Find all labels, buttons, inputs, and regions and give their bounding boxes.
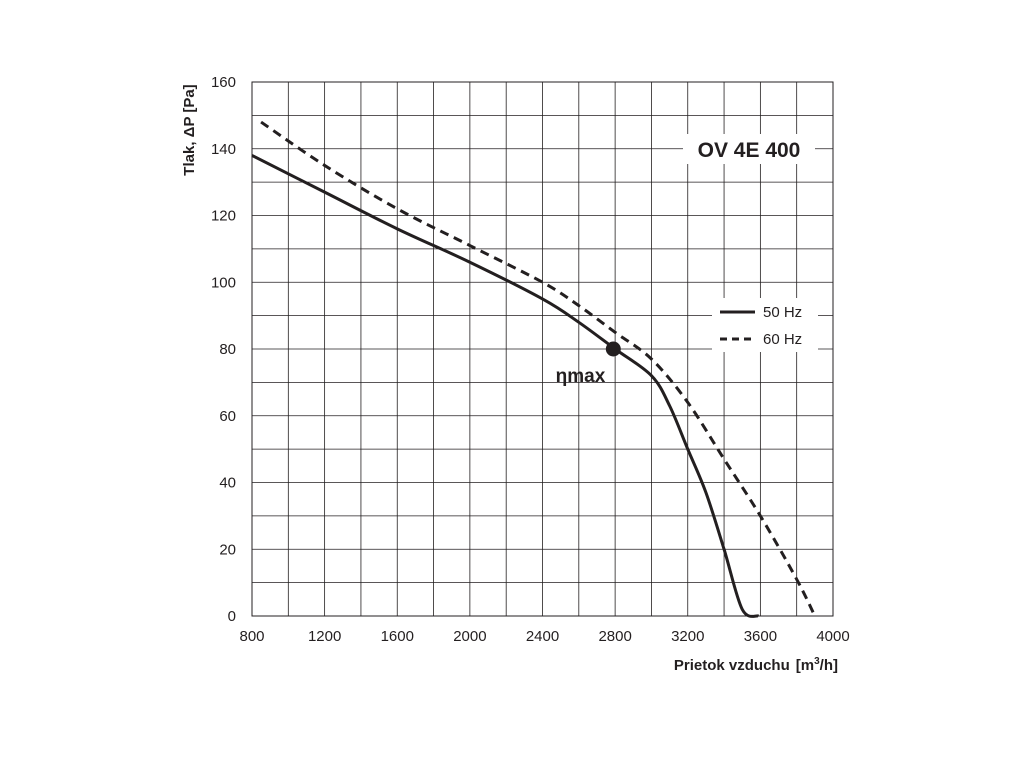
y-tick-label: 80 [219,341,236,358]
y-tick-label: 140 [211,141,236,158]
x-axis-title: Prietok vzduchu [m3/h] [674,656,838,674]
eta-max-point [605,341,621,357]
chart-title: OV 4E 400 [698,139,801,162]
title-background [683,134,815,164]
series-lines [251,120,817,618]
y-tick-label: 40 [219,475,236,492]
legend: 50 Hz 60 Hz [720,304,802,348]
legend-label: 60 Hz [763,331,802,348]
x-tick-label: 1200 [308,628,341,645]
x-tick-label: 800 [239,628,264,645]
x-tick-label: 3200 [671,628,704,645]
x-tick-label: 2800 [598,628,631,645]
x-tick-label: 4000 [816,628,849,645]
y-tick-label: 120 [211,208,236,225]
x-tick-label: 2400 [526,628,559,645]
y-tick-label: 60 [219,408,236,425]
x-tick-label: 1600 [381,628,414,645]
y-tick-label: 0 [228,608,236,625]
legend-label: 50 Hz [763,304,802,321]
y-axis-ticks: 0 20 40 60 80 100 120 140 160 [211,74,236,625]
x-tick-label: 3600 [744,628,777,645]
legend-background [712,298,818,352]
series-line-60-hz [260,120,817,617]
x-axis-title-text: Prietok vzduchu [674,657,790,674]
x-axis-ticks: 800 1200 1600 2000 2400 2800 3200 3600 4000 [239,628,849,645]
y-tick-label: 160 [211,74,236,91]
y-tick-label: 20 [219,541,236,558]
plot-frame [251,81,834,617]
y-axis-title: Tlak, ΔP [Pa] [181,84,198,175]
x-axis-unit-suffix: /h] [820,657,838,674]
x-axis-unit-prefix: [m [796,657,814,674]
y-tick-label: 100 [211,274,236,291]
series-line-50-hz [251,154,760,618]
x-axis-unit-superscript: 3 [814,656,820,667]
eta-max-label: ηmax [556,366,606,387]
x-tick-label: 2000 [453,628,486,645]
